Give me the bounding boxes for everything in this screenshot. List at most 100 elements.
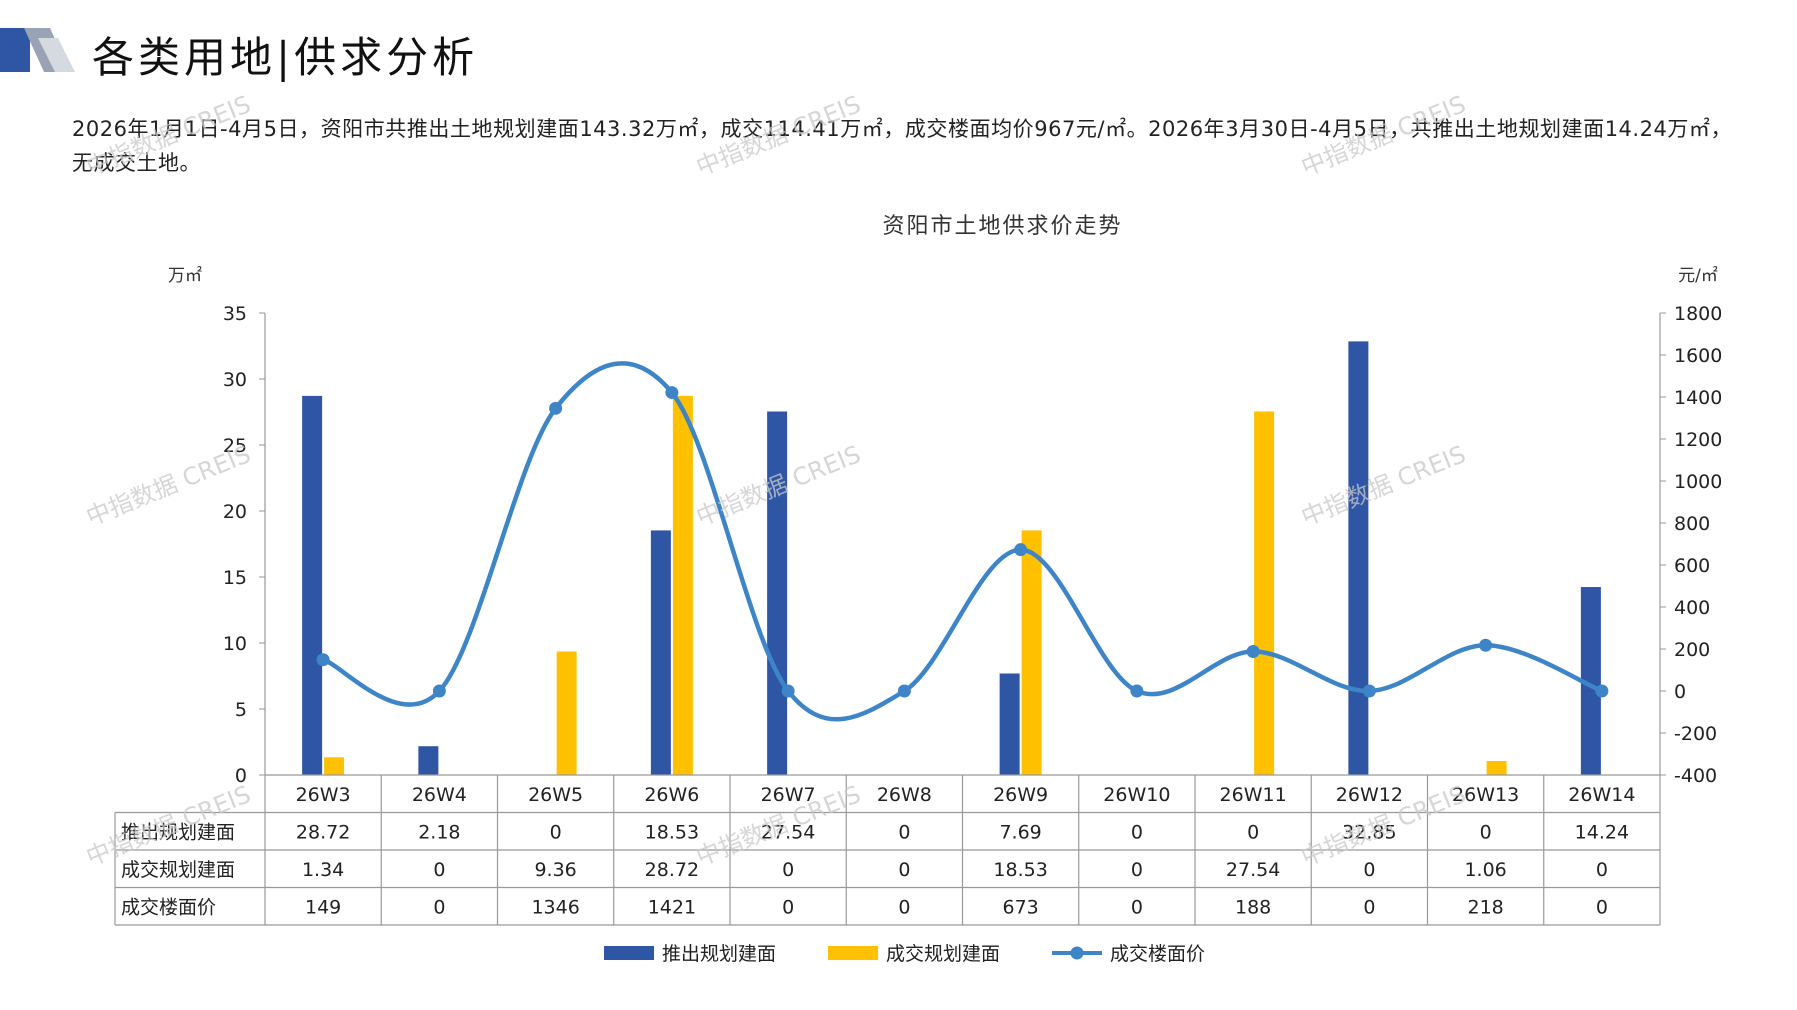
price-point-26W10 [1130, 684, 1144, 698]
brand-logo [0, 28, 75, 72]
table-cell: 18.53 [993, 859, 1047, 881]
left-tick-label: 0 [235, 765, 247, 787]
table-cell: 0 [1131, 859, 1143, 881]
bar-supply-26W4 [418, 746, 439, 775]
category-label: 26W13 [1452, 784, 1519, 806]
category-label: 26W6 [644, 784, 699, 806]
category-label: 26W12 [1336, 784, 1403, 806]
legend-marker [1070, 946, 1084, 960]
category-label: 26W10 [1103, 784, 1170, 806]
right-tick-label: -400 [1674, 765, 1717, 787]
price-point-26W8 [897, 684, 911, 698]
category-label: 26W9 [993, 784, 1048, 806]
bar-supply-26W14 [1580, 587, 1601, 775]
right-tick-label: 600 [1674, 555, 1710, 577]
table-cell: 0 [1596, 896, 1608, 918]
bar-deal-26W13 [1486, 761, 1507, 775]
category-label: 26W4 [412, 784, 467, 806]
price-line [320, 361, 1605, 722]
table-cell: 0 [550, 821, 562, 843]
price-point-26W6 [665, 386, 679, 400]
bar-supply-26W9 [999, 673, 1020, 775]
table-cell: 2.18 [418, 821, 460, 843]
bar-supply-26W3 [302, 395, 323, 775]
right-tick-label: -200 [1674, 723, 1717, 745]
chart-title: 资阳市土地供求价走势 [882, 214, 1122, 239]
table-cell: 27.54 [761, 821, 815, 843]
table-cell: 218 [1467, 896, 1503, 918]
price-point-26W11 [1246, 645, 1260, 659]
right-tick-label: 1400 [1674, 387, 1722, 409]
table-cell: 188 [1235, 896, 1271, 918]
category-label: 26W7 [761, 784, 816, 806]
price-point-26W9 [1014, 543, 1028, 557]
table-cell: 18.53 [645, 821, 699, 843]
legend-label-2: 成交楼面价 [1110, 943, 1205, 965]
price-point-26W7 [781, 684, 795, 698]
table-cell: 27.54 [1226, 859, 1280, 881]
right-tick-label: 1200 [1674, 429, 1722, 451]
bar-deal-26W9 [1021, 530, 1042, 775]
right-tick-label: 1800 [1674, 303, 1722, 325]
right-axis-unit: 元/㎡ [1678, 266, 1718, 286]
table-row-label: 成交规划建面 [121, 859, 235, 881]
table-cell: 0 [1480, 821, 1492, 843]
summary-text: 2026年1月1日-4月5日，资阳市共推出土地规划建面143.32万㎡，成交11… [72, 117, 1732, 175]
legend-label-0: 推出规划建面 [662, 943, 776, 965]
category-label: 26W11 [1220, 784, 1287, 806]
right-tick-label: 0 [1674, 681, 1686, 703]
table-cell: 9.36 [534, 859, 576, 881]
right-tick-label: 200 [1674, 639, 1710, 661]
price-point-26W14 [1595, 684, 1609, 698]
table-cell: 0 [898, 859, 910, 881]
table-cell: 14.24 [1575, 821, 1629, 843]
table-cell: 0 [898, 821, 910, 843]
table-cell: 0 [433, 896, 445, 918]
legend-label-1: 成交规划建面 [886, 943, 1000, 965]
right-tick-label: 400 [1674, 597, 1710, 619]
left-tick-label: 10 [223, 633, 247, 655]
bar-deal-26W11 [1254, 411, 1275, 775]
table-cell: 1346 [531, 896, 579, 918]
right-tick-label: 1600 [1674, 345, 1722, 367]
table-cell: 0 [1131, 821, 1143, 843]
table-cell: 0 [782, 896, 794, 918]
left-tick-label: 35 [223, 303, 247, 325]
table-cell: 7.69 [999, 821, 1041, 843]
left-tick-label: 5 [235, 699, 247, 721]
table-cell: 1421 [648, 896, 696, 918]
left-tick-label: 20 [223, 501, 247, 523]
price-point-26W4 [432, 684, 446, 698]
table-cell: 28.72 [645, 859, 699, 881]
left-tick-label: 30 [223, 369, 247, 391]
table-row-label: 推出规划建面 [121, 821, 235, 843]
bar-supply-26W12 [1348, 341, 1369, 775]
price-point-26W12 [1362, 684, 1376, 698]
right-tick-label: 1000 [1674, 471, 1722, 493]
left-tick-label: 15 [223, 567, 247, 589]
table-cell: 0 [1247, 821, 1259, 843]
table-cell: 32.85 [1342, 821, 1396, 843]
right-tick-label: 800 [1674, 513, 1710, 535]
table-cell: 0 [1596, 859, 1608, 881]
bar-supply-26W6 [650, 530, 671, 775]
category-label: 26W5 [528, 784, 583, 806]
table-cell: 0 [1363, 859, 1375, 881]
bar-deal-26W3 [324, 757, 345, 775]
category-label: 26W3 [296, 784, 351, 806]
table-cell: 0 [782, 859, 794, 881]
table-cell: 0 [1363, 896, 1375, 918]
legend-swatch-1 [828, 946, 878, 960]
price-point-26W13 [1479, 638, 1493, 652]
table-cell: 0 [898, 896, 910, 918]
bar-deal-26W6 [672, 395, 693, 775]
table-cell: 28.72 [296, 821, 350, 843]
left-tick-label: 25 [223, 435, 247, 457]
table-cell: 0 [433, 859, 445, 881]
table-cell: 149 [305, 896, 341, 918]
table-cell: 1.06 [1464, 859, 1506, 881]
left-axis-unit: 万㎡ [168, 266, 202, 286]
price-point-26W5 [549, 401, 563, 415]
table-row-label: 成交楼面价 [121, 896, 216, 918]
